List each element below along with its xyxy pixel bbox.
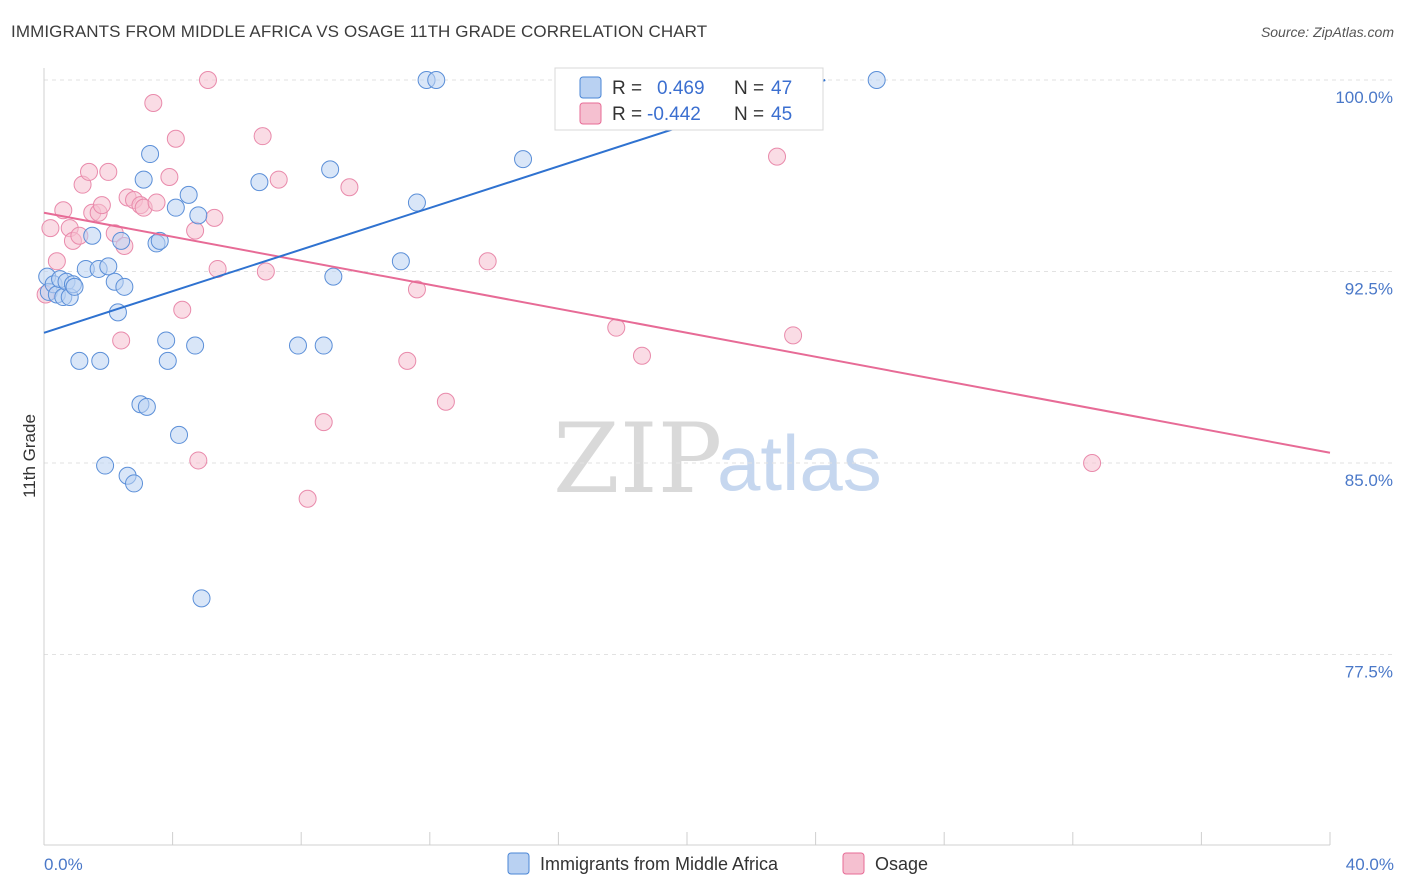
middle-africa-point <box>83 226 102 245</box>
middle-africa-point <box>321 160 340 179</box>
bottom-legend-pink-label: Osage <box>875 854 928 874</box>
legend-pink-swatch <box>579 102 602 125</box>
middle-africa-point <box>137 397 156 416</box>
middle-africa-point <box>324 267 343 286</box>
middle-africa-point <box>99 257 118 276</box>
osage-point <box>173 300 192 319</box>
middle-africa-point <box>179 185 198 204</box>
middle-africa-point <box>96 456 115 475</box>
middle-africa-point <box>250 173 269 192</box>
legend-pink-n-value: 45 <box>771 104 792 125</box>
osage-point <box>198 71 217 89</box>
legend-pink-r-value: -0.442 <box>647 104 701 125</box>
osage-point <box>632 346 651 365</box>
osage-point <box>166 129 185 148</box>
x-axis-ticks <box>43 832 1331 845</box>
y-tick-label: 85.0% <box>1345 471 1393 490</box>
osage-point <box>1083 454 1102 472</box>
middle-africa-points <box>38 71 886 608</box>
series-legend: Immigrants from Middle Africa Osage <box>507 852 928 875</box>
bottom-legend-pink-swatch <box>842 852 865 875</box>
source-credit: Source: ZipAtlas.com <box>1260 24 1394 40</box>
middle-africa-point <box>514 150 533 169</box>
osage-point <box>47 252 66 271</box>
osage-point <box>41 219 60 238</box>
middle-africa-point <box>166 198 185 217</box>
middle-africa-point <box>141 145 160 164</box>
middle-africa-point <box>70 351 89 370</box>
legend-pink-r-label: R = <box>612 104 642 125</box>
osage-point <box>269 170 288 189</box>
osage-point <box>478 252 497 271</box>
osage-point <box>784 326 803 345</box>
osage-point <box>607 318 626 337</box>
y-axis-label: 11th Grade <box>20 414 39 498</box>
osage-point <box>112 331 131 350</box>
middle-africa-point <box>115 277 134 296</box>
middle-africa-point <box>867 71 886 89</box>
x-tick-label-min: 0.0% <box>44 855 83 874</box>
osage-point <box>205 208 224 227</box>
x-tick-label-max: 40.0% <box>1346 855 1394 874</box>
middle-africa-point <box>134 170 153 189</box>
y-tick-labels: 77.5% 85.0% 92.5% 100.0% <box>1335 88 1393 682</box>
osage-point <box>147 193 166 212</box>
osage-point <box>99 162 118 181</box>
legend-pink-n-label: N = <box>734 104 764 125</box>
correlation-legend: R = 0.469 N = 47 R = -0.442 N = 45 <box>554 67 824 131</box>
legend-blue-n-label: N = <box>734 78 764 99</box>
osage-point <box>298 489 317 508</box>
middle-africa-point <box>189 206 208 225</box>
osage-point <box>80 162 99 181</box>
watermark-zip: ZIP <box>553 403 722 515</box>
chart-title: IMMIGRANTS FROM MIDDLE AFRICA VS OSAGE 1… <box>11 22 708 41</box>
middle-africa-point <box>157 331 176 350</box>
osage-point <box>314 413 333 432</box>
y-tick-label: 92.5% <box>1345 280 1393 299</box>
legend-blue-n-value: 47 <box>771 78 792 99</box>
legend-blue-swatch <box>579 76 602 99</box>
osage-point <box>436 392 455 411</box>
bottom-legend-blue-swatch <box>507 852 530 875</box>
middle-africa-point <box>407 193 426 212</box>
osage-point <box>398 351 417 370</box>
middle-africa-point <box>427 71 446 89</box>
osage-point <box>253 127 272 146</box>
legend-blue-r-value: 0.469 <box>657 78 705 99</box>
osage-point <box>189 451 208 470</box>
middle-africa-point <box>65 277 84 296</box>
y-tick-label: 100.0% <box>1335 88 1393 107</box>
osage-point <box>160 168 179 187</box>
osage-point <box>407 280 426 299</box>
middle-africa-point <box>91 351 110 370</box>
middle-africa-point <box>158 351 177 370</box>
osage-point <box>144 93 163 112</box>
middle-africa-point <box>170 425 189 444</box>
middle-africa-point <box>288 336 307 355</box>
legend-blue-r-label: R = <box>612 78 642 99</box>
osage-point <box>54 201 73 220</box>
middle-africa-point <box>186 336 205 355</box>
osage-point <box>340 178 359 197</box>
middle-africa-point <box>391 252 410 271</box>
middle-africa-point <box>192 589 211 608</box>
middle-africa-point <box>112 231 131 250</box>
osage-point <box>256 262 275 281</box>
osage-point <box>92 196 111 215</box>
osage-point <box>768 147 787 166</box>
osage-trend-line <box>43 211 1331 454</box>
middle-africa-point <box>125 474 144 493</box>
trend-lines <box>43 79 1331 454</box>
osage-point <box>186 221 205 240</box>
middle-africa-point <box>150 231 169 250</box>
middle-africa-point <box>314 336 333 355</box>
bottom-legend-blue-label: Immigrants from Middle Africa <box>540 854 779 874</box>
y-tick-label: 77.5% <box>1345 663 1393 682</box>
gridlines <box>44 79 1394 655</box>
